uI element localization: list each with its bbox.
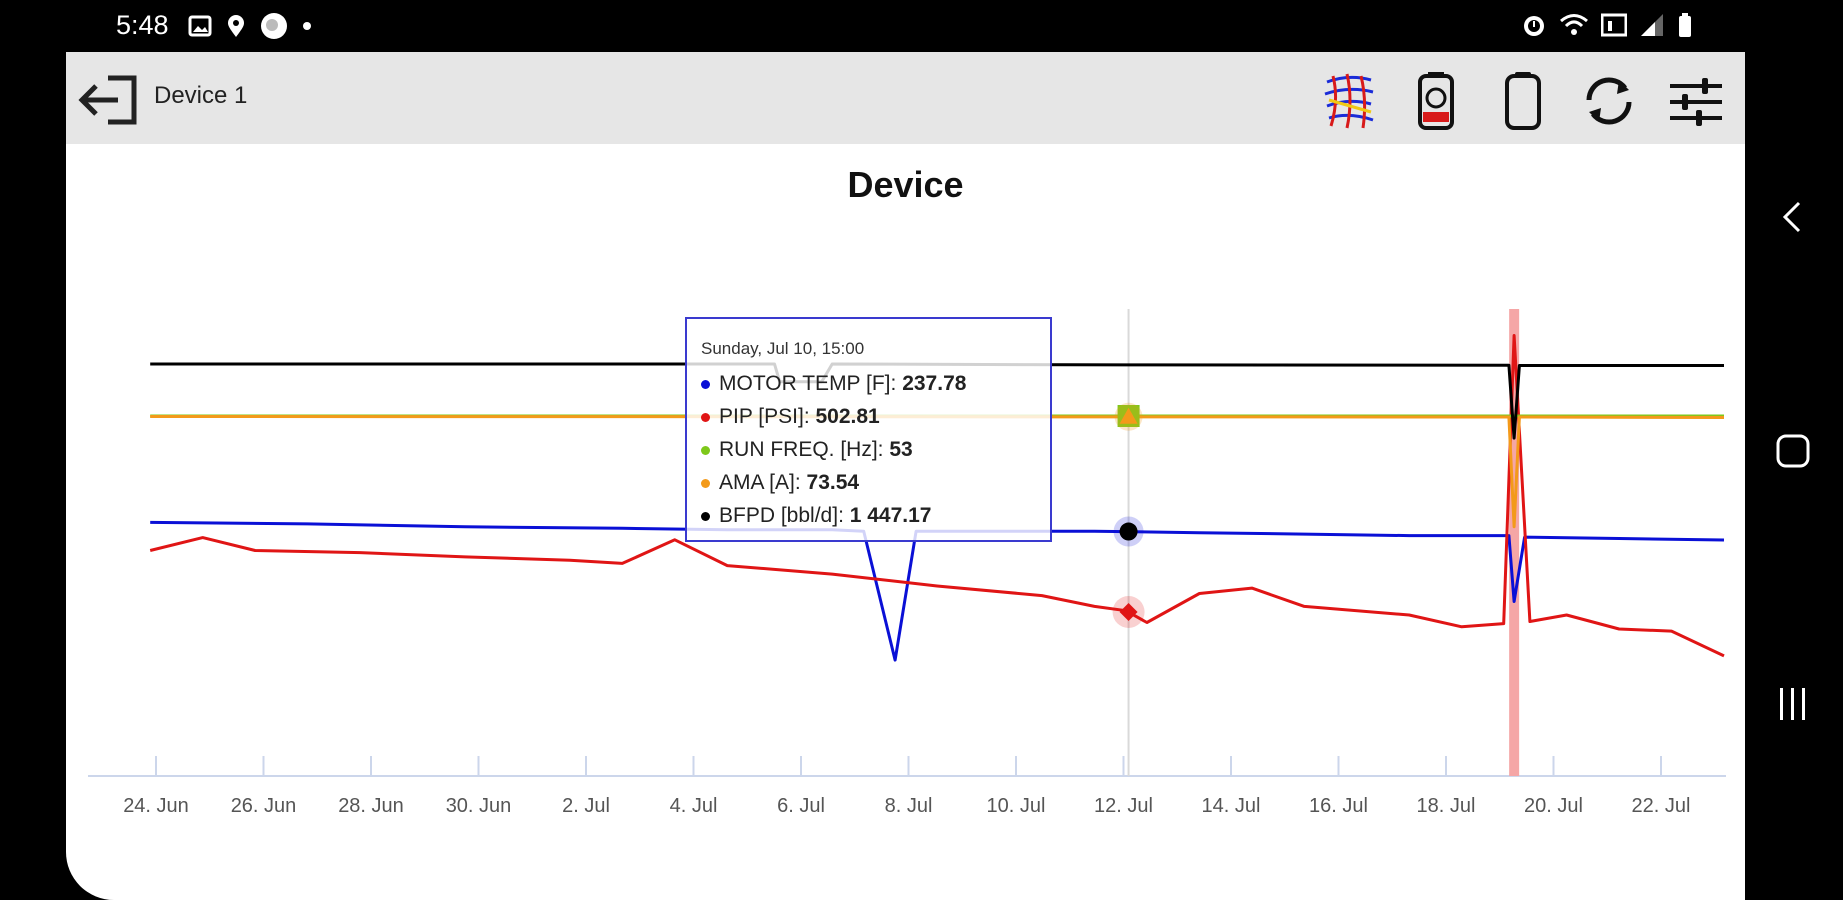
signal-icon bbox=[1641, 14, 1663, 36]
home-nav-icon[interactable] bbox=[1773, 431, 1813, 471]
marker-pip bbox=[1119, 602, 1138, 621]
tooltip-label: AMA [A] bbox=[719, 471, 795, 494]
series-dot-icon bbox=[701, 412, 710, 422]
tooltip-label: PIP [PSI] bbox=[719, 405, 804, 428]
alarm-icon bbox=[1524, 16, 1544, 36]
crosshair-layer bbox=[1127, 309, 1520, 776]
device-title: Device 1 bbox=[154, 82, 248, 109]
chart-tooltip: Sunday, Jul 10, 15:00 MOTOR TEMP [F]: 23… bbox=[685, 317, 1052, 542]
battery-icon bbox=[1679, 13, 1691, 37]
x-tick-label: 4. Jul bbox=[670, 795, 718, 817]
series-dot-icon bbox=[701, 511, 710, 521]
x-tick-label: 16. Jul bbox=[1309, 795, 1368, 817]
chart-area[interactable]: 24. Jun 26. Jun 28. Jun 30. Jun 2. Jul 4. Jul… bbox=[66, 144, 1745, 900]
highlight-band bbox=[1509, 309, 1520, 776]
tooltip-value: 1 447.17 bbox=[849, 504, 932, 527]
wifi-icon bbox=[1560, 14, 1588, 35]
refresh-icon[interactable] bbox=[1579, 70, 1639, 132]
tooltip-value: 73.54 bbox=[806, 471, 860, 494]
recents-nav-icon[interactable] bbox=[1773, 684, 1813, 724]
x-tick-label: 12. Jul bbox=[1094, 795, 1153, 817]
back-nav-icon[interactable] bbox=[1773, 197, 1813, 237]
device-report-icon[interactable] bbox=[1406, 70, 1466, 132]
tooltip-value: 502.81 bbox=[815, 405, 880, 428]
x-tick-label: 8. Jul bbox=[885, 795, 933, 817]
tooltip-value: 53 bbox=[889, 438, 913, 461]
marker-motor-temp bbox=[1119, 522, 1138, 541]
x-tick-label: 30. Jun bbox=[446, 795, 512, 817]
tooltip-label: RUN FREQ. [Hz] bbox=[719, 438, 878, 461]
series-line-motor bbox=[150, 520, 1725, 662]
series-dot-icon bbox=[701, 478, 710, 488]
x-tick-label: 18. Jul bbox=[1417, 795, 1476, 817]
tooltip-row-motor-temp: MOTOR TEMP [F]: 237.78 bbox=[701, 367, 1036, 400]
status-bar: 5:48 bbox=[0, 0, 1843, 52]
marker-ama bbox=[1119, 407, 1138, 424]
tooltip-label: MOTOR TEMP [F] bbox=[719, 372, 891, 395]
location-icon bbox=[228, 15, 244, 37]
image-icon bbox=[188, 15, 212, 37]
status-time: 5:48 bbox=[116, 10, 169, 40]
x-tick-label: 24. Jun bbox=[123, 795, 189, 817]
x-tick-label: 6. Jul bbox=[777, 795, 825, 817]
system-navigation-bar bbox=[1743, 52, 1843, 900]
chart-grid-icon[interactable] bbox=[1319, 70, 1379, 132]
tooltip-label: BFPD [bbl/d] bbox=[719, 504, 839, 527]
x-axis: 24. Jun 26. Jun 28. Jun 30. Jun 2. Jul 4. Jul… bbox=[88, 756, 1726, 817]
status-icons-left bbox=[188, 12, 312, 40]
tooltip-row-pip: PIP [PSI]: 502.81 bbox=[701, 400, 1036, 433]
exit-icon[interactable] bbox=[78, 72, 142, 128]
x-tick-label: 2. Jul bbox=[562, 795, 610, 817]
x-tick-label: 10. Jul bbox=[987, 795, 1046, 817]
tooltip-value: 237.78 bbox=[902, 372, 967, 395]
marker-layer bbox=[1112, 402, 1145, 628]
tooltip-date: Sunday, Jul 10, 15:00 bbox=[701, 339, 865, 358]
x-tick-label: 22. Jul bbox=[1632, 795, 1691, 817]
series-line-ama bbox=[150, 415, 1725, 529]
battery-icon[interactable] bbox=[1493, 70, 1553, 132]
toolbar: Device 1 bbox=[66, 52, 1745, 144]
x-tick-label: 26. Jun bbox=[231, 795, 297, 817]
app-icon bbox=[261, 13, 287, 39]
lte-icon bbox=[1601, 13, 1627, 37]
app-window: Device 1 24. Jun 26. bbox=[66, 52, 1745, 900]
x-tick-label: 28. Jun bbox=[338, 795, 404, 817]
status-icons-right bbox=[1521, 12, 1693, 38]
series-dot-icon bbox=[701, 379, 710, 389]
tooltip-row-ama: AMA [A]: 73.54 bbox=[701, 466, 1036, 499]
dot-icon bbox=[303, 22, 311, 30]
settings-sliders-icon[interactable] bbox=[1666, 70, 1726, 132]
x-tick-label: 14. Jul bbox=[1202, 795, 1261, 817]
x-tick-label: 20. Jul bbox=[1524, 795, 1583, 817]
tooltip-row-bfpd: BFPD [bbl/d]: 1 447.17 bbox=[701, 499, 1036, 532]
chart-title: Device bbox=[847, 164, 964, 205]
series-dot-icon bbox=[701, 445, 710, 455]
tooltip-row-run-freq: RUN FREQ. [Hz]: 53 bbox=[701, 433, 1036, 466]
